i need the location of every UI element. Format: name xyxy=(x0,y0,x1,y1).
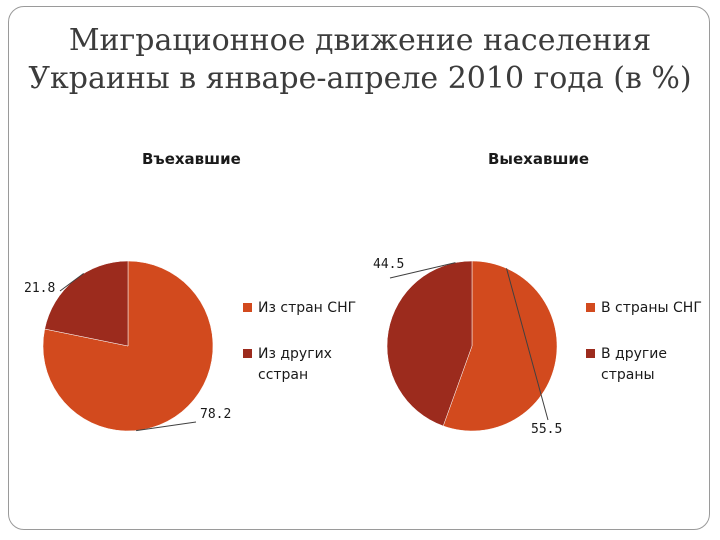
chart-title-arrivals: Въехавшие xyxy=(142,150,241,168)
chart-title-departures: Выехавшие xyxy=(488,150,590,168)
legend-swatch-1-1 xyxy=(586,349,595,358)
data-label-1-1: 44.5 xyxy=(373,257,404,272)
pie-slice-1-1 xyxy=(386,260,473,427)
data-label-0-0: 78.2 xyxy=(200,407,231,422)
legend-label-0-1-1: сстран xyxy=(258,367,308,383)
legend-swatch-0-0 xyxy=(243,303,252,312)
leader-line-1-1 xyxy=(389,262,456,279)
slide-title: Миграционное движение населения Украины … xyxy=(20,22,700,98)
legend-label-0-1-0: Из других xyxy=(258,346,332,362)
slide-title-line-2: Украины в январе-апреле 2010 года (в %) xyxy=(28,61,692,96)
data-label-1-0: 55.5 xyxy=(531,422,562,437)
legend-label-1-1-0: В другие xyxy=(601,346,667,362)
slide-title-line-1: Миграционное движение населения xyxy=(68,23,652,58)
legend-swatch-1-0 xyxy=(586,303,595,312)
leader-line-1-0 xyxy=(506,268,549,421)
legend-swatch-0-1 xyxy=(243,349,252,358)
leader-line-0-0 xyxy=(136,421,197,432)
legend-label-1-1-1: страны xyxy=(601,367,655,383)
data-label-0-1: 21.8 xyxy=(24,281,55,296)
legend-label-0-0-0: Из стран СНГ xyxy=(258,300,356,316)
pie-slice-0-0 xyxy=(42,260,214,432)
legend-label-1-0-0: В страны СНГ xyxy=(601,300,702,316)
leader-line-0-1 xyxy=(59,272,84,292)
pie-slice-1-0 xyxy=(442,260,558,432)
